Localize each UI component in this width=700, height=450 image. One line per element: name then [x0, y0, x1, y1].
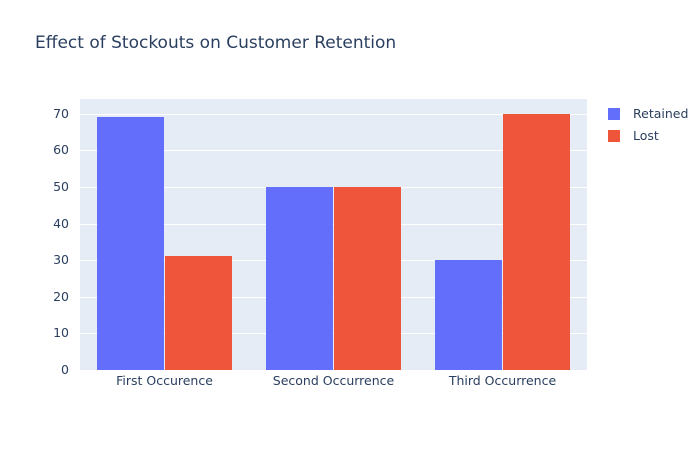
plot-area [80, 99, 587, 370]
bar-retained-1[interactable] [265, 186, 334, 370]
x-tick-label-0: First Occurence [116, 373, 213, 388]
bar-lost-2[interactable] [502, 113, 571, 370]
category-slot-0 [80, 99, 249, 370]
bar-lost-1[interactable] [333, 186, 402, 370]
bar-lost-0[interactable] [164, 256, 233, 370]
x-tick-label-2: Third Occurrence [448, 373, 557, 388]
bar-retained-2[interactable] [434, 260, 503, 370]
y-tick-label-60: 60 [53, 142, 69, 158]
y-tick-label-40: 40 [53, 215, 69, 231]
legend-item-lost[interactable]: Lost [608, 128, 688, 143]
y-tick-label-50: 50 [53, 178, 69, 194]
x-axis: First Occurence Second Occurrence Third Oc… [80, 373, 587, 391]
y-axis: 0 10 20 30 40 50 60 70 [0, 99, 69, 377]
bar-retained-0[interactable] [96, 117, 165, 370]
y-tick-label-20: 20 [53, 288, 69, 304]
gridline-y-70 [80, 113, 587, 115]
y-tick-label-30: 30 [53, 252, 69, 268]
gridline-y-60 [80, 150, 587, 152]
legend: Retained Lost [608, 106, 688, 143]
y-tick-label-10: 10 [53, 325, 69, 341]
legend-swatch-icon [608, 107, 620, 120]
category-slot-1 [249, 99, 418, 370]
y-tick-label-0: 0 [61, 362, 69, 377]
x-tick-label-1: Second Occurrence [272, 373, 395, 388]
chart-title: Effect of Stockouts on Customer Retentio… [35, 33, 397, 53]
legend-item-retained[interactable]: Retained [608, 106, 688, 121]
y-tick-label-70: 70 [53, 105, 69, 121]
category-slot-2 [418, 99, 587, 370]
legend-label: Lost [633, 128, 659, 143]
legend-swatch-icon [608, 129, 620, 142]
legend-label: Retained [633, 106, 689, 121]
